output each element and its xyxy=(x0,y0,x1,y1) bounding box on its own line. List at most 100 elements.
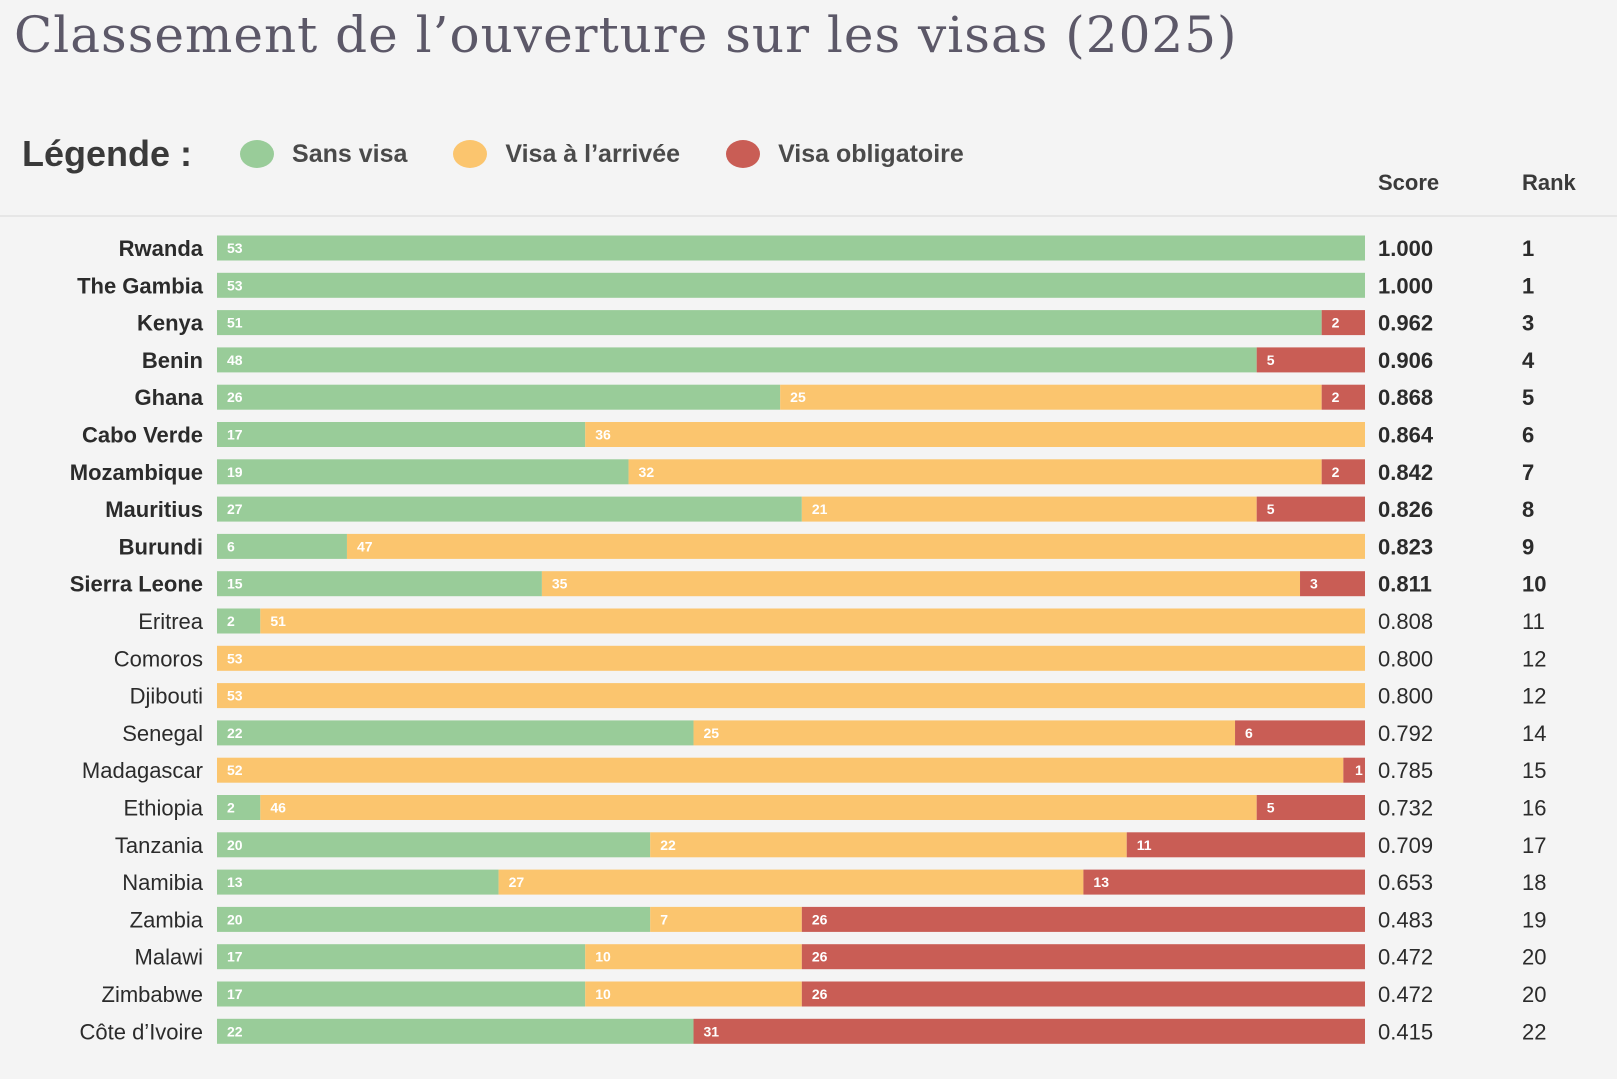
bar-segment-label: 26 xyxy=(812,911,828,927)
score-value: 0.823 xyxy=(1378,534,1433,559)
bar-segment-label: 2 xyxy=(1332,464,1340,480)
country-label: Madagascar xyxy=(82,758,203,783)
bar-segment-label: 6 xyxy=(227,538,235,554)
score-value: 0.800 xyxy=(1378,646,1433,671)
rank-value: 11 xyxy=(1522,609,1545,634)
score-value: 0.842 xyxy=(1378,460,1433,485)
bar-segment-label: 26 xyxy=(227,389,243,405)
bar-segment-label: 15 xyxy=(227,576,243,592)
rank-value: 20 xyxy=(1522,945,1546,970)
bar-segment xyxy=(1126,832,1365,858)
bar-segment xyxy=(1300,571,1365,597)
bar-segment xyxy=(217,944,586,970)
bar-segment xyxy=(217,571,542,597)
bar-segment xyxy=(217,384,781,410)
header-divider xyxy=(0,215,1617,217)
rank-value: 9 xyxy=(1522,534,1534,559)
bar-segment xyxy=(1256,347,1365,373)
country-label: Zambia xyxy=(130,907,204,932)
legend-swatch-green xyxy=(240,140,275,168)
country-label: Burundi xyxy=(119,534,203,559)
bar-segment-label: 2 xyxy=(227,613,235,629)
score-value: 0.472 xyxy=(1378,945,1433,970)
country-label: Kenya xyxy=(137,311,204,336)
bar-segment-label: 51 xyxy=(227,315,243,331)
legend-item-visa-arrivee: Visa à l’arrivée xyxy=(453,140,680,169)
bar-segment-label: 11 xyxy=(1137,837,1152,853)
score-value: 1.000 xyxy=(1378,236,1433,261)
legend-text-visa-arrivee: Visa à l’arrivée xyxy=(505,139,681,168)
bar-segment-label: 2 xyxy=(1332,315,1340,331)
bar-segment-label: 22 xyxy=(227,725,243,741)
bar-segment xyxy=(217,310,1322,336)
bar-segment xyxy=(693,1018,1365,1044)
rank-value: 6 xyxy=(1522,423,1534,448)
legend-item-sans-visa: Sans visa xyxy=(240,140,407,169)
country-label: Zimbabwe xyxy=(102,982,203,1007)
bar-segment-label: 5 xyxy=(1267,501,1275,517)
bar-segment xyxy=(217,645,1365,671)
bar-segment-label: 2 xyxy=(227,800,235,816)
bar-segment-label: 22 xyxy=(660,837,676,853)
bar-segment xyxy=(693,720,1236,746)
country-label: The Gambia xyxy=(77,273,204,298)
bar-segment-label: 31 xyxy=(704,1023,720,1039)
bar-segment-label: 25 xyxy=(704,725,720,741)
rank-value: 20 xyxy=(1522,982,1546,1007)
country-label: Sierra Leone xyxy=(70,572,203,597)
bar-segment xyxy=(346,533,1365,559)
score-value: 0.483 xyxy=(1378,907,1433,932)
bar-segment-label: 27 xyxy=(227,501,243,517)
bar-segment xyxy=(498,869,1084,895)
rank-value: 10 xyxy=(1522,572,1546,597)
bar-segment-label: 46 xyxy=(270,800,286,816)
bar-segment-label: 7 xyxy=(660,911,668,927)
country-label: Mauritius xyxy=(105,497,203,522)
score-value: 0.906 xyxy=(1378,348,1433,373)
bar-segment xyxy=(217,422,586,447)
country-label: Djibouti xyxy=(130,684,203,709)
bar-segment-label: 26 xyxy=(812,986,828,1002)
bar-segment-label: 17 xyxy=(227,427,243,443)
country-label: Malawi xyxy=(135,945,203,970)
legend: Légende : Sans visa Visa à l’arrivée Vis… xyxy=(22,128,1010,180)
bar-segment-label: 53 xyxy=(227,277,243,293)
country-label: Côte d’Ivoire xyxy=(79,1019,203,1044)
bar-segment xyxy=(217,272,1365,298)
score-value: 0.415 xyxy=(1378,1019,1433,1044)
score-value: 0.868 xyxy=(1378,385,1433,410)
rank-value: 4 xyxy=(1522,348,1535,373)
bar-segment-label: 35 xyxy=(552,576,568,592)
bar-segment xyxy=(217,683,1365,709)
country-label: Cabo Verde xyxy=(82,423,203,448)
rank-value: 1 xyxy=(1522,273,1534,298)
rank-value: 16 xyxy=(1522,796,1546,821)
bar-segment-label: 5 xyxy=(1267,352,1275,368)
bar-segment-label: 19 xyxy=(227,464,243,480)
score-column-header: Score xyxy=(1378,170,1440,195)
bar-segment xyxy=(217,832,651,858)
rank-value: 7 xyxy=(1522,460,1534,485)
country-label: Mozambique xyxy=(70,460,203,485)
bar-segment xyxy=(801,944,1365,970)
country-label: Rwanda xyxy=(119,236,204,261)
rank-value: 17 xyxy=(1522,833,1546,858)
bar-segment-label: 5 xyxy=(1267,800,1275,816)
legend-text-visa-obligatoire: Visa obligatoire xyxy=(778,139,964,168)
legend-item-visa-obligatoire: Visa obligatoire xyxy=(726,140,964,169)
country-label: Namibia xyxy=(122,870,203,895)
bar-segment xyxy=(628,459,1322,485)
bar-segment xyxy=(1343,757,1365,783)
bar-segment-label: 1 xyxy=(1355,762,1363,778)
bar-segment xyxy=(217,608,261,634)
score-value: 0.792 xyxy=(1378,721,1433,746)
bar-segment xyxy=(541,571,1301,597)
rank-value: 1 xyxy=(1522,236,1534,261)
bar-segment xyxy=(217,795,261,820)
bar-segment-label: 10 xyxy=(595,986,611,1002)
bar-segment-label: 3 xyxy=(1310,576,1318,592)
bar-segment xyxy=(217,1018,694,1044)
bar-segment xyxy=(217,533,347,559)
score-value: 0.864 xyxy=(1378,423,1434,448)
